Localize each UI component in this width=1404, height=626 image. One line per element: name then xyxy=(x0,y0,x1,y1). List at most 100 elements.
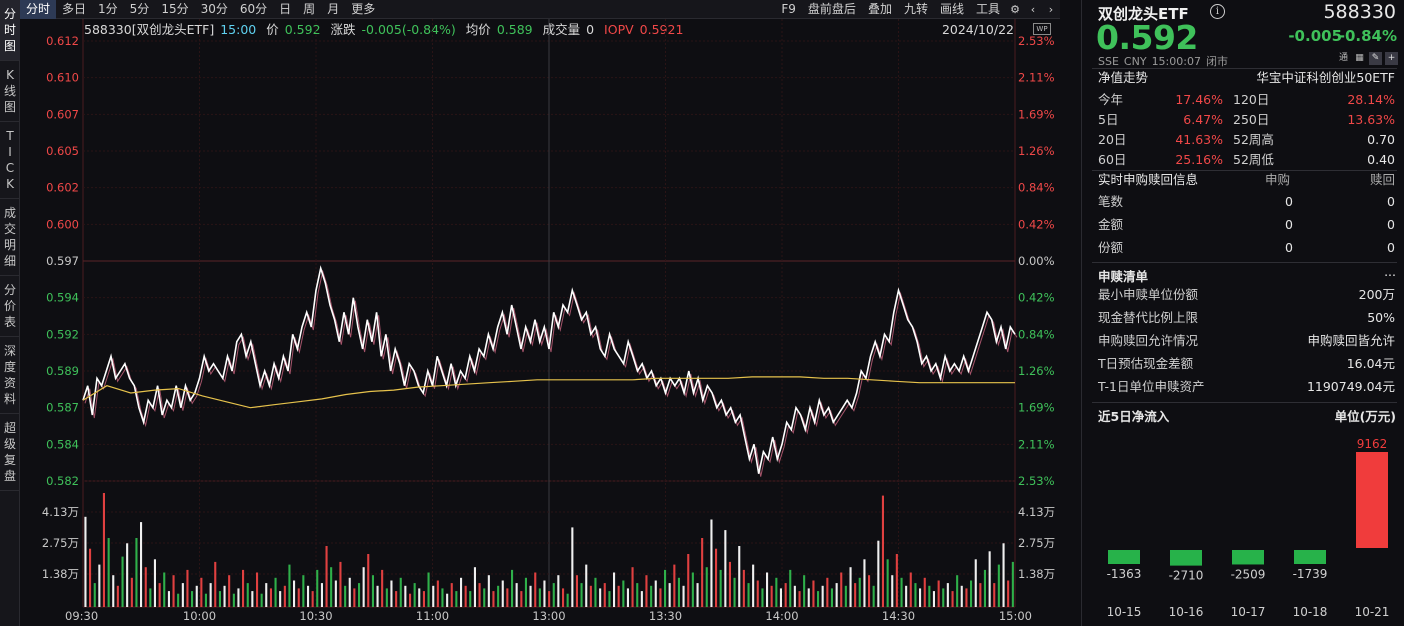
y-tick-label: 0.589 xyxy=(46,364,79,378)
volume-bar xyxy=(256,572,259,607)
toolbar-action[interactable]: F9 xyxy=(781,1,796,16)
side-tab[interactable]: 深度资料 xyxy=(0,337,20,414)
volume-bar xyxy=(209,583,212,607)
realtime-subscribe-value: 0 xyxy=(1285,217,1293,232)
volume-bar xyxy=(84,516,87,607)
realtime-row: 笔数 0 0 xyxy=(1098,192,1395,212)
toolbar-action[interactable]: 画线 xyxy=(939,1,964,16)
volume-bar xyxy=(891,575,894,607)
period-tab[interactable]: 多日 xyxy=(62,1,87,16)
toolbar-action[interactable]: 工具 xyxy=(975,1,1000,16)
realtime-title: 实时申购赎回信息 xyxy=(1098,172,1199,187)
volume-bar xyxy=(371,575,374,607)
period-tab[interactable]: 周 xyxy=(303,1,316,16)
info-icon[interactable]: i xyxy=(1210,4,1225,19)
period-tab[interactable]: 日 xyxy=(279,1,292,16)
period-tab[interactable]: 15分 xyxy=(161,1,189,16)
period-tab[interactable]: 1分 xyxy=(98,1,118,16)
y-pct-tick-label: 0.00% xyxy=(1018,254,1055,268)
volume-bar xyxy=(733,577,736,607)
add-icon[interactable]: + xyxy=(1385,52,1398,65)
side-tab[interactable]: 超级复盘 xyxy=(0,414,20,491)
toolbar-action[interactable]: 盘前盘后 xyxy=(807,1,856,16)
volume-bar xyxy=(807,588,810,607)
nav-period-label: 250日 xyxy=(1233,112,1270,127)
volume-bar xyxy=(613,572,616,607)
tong-icon[interactable]: 通 xyxy=(1338,53,1348,63)
volume-bar xyxy=(274,577,277,607)
y-tick-label: 0.594 xyxy=(46,291,79,305)
volume-bar xyxy=(302,575,305,607)
volume-bar xyxy=(960,585,963,607)
volume-bar xyxy=(747,583,750,607)
volume-bar xyxy=(608,591,611,607)
volume-bar xyxy=(538,588,541,607)
volume-bar xyxy=(668,583,671,607)
arrow-right-icon[interactable]: › xyxy=(1048,2,1054,16)
volume-bar xyxy=(854,583,857,607)
volume-bar xyxy=(1011,561,1014,607)
volume-bar xyxy=(937,580,940,607)
volume-bar xyxy=(552,583,555,607)
nav-row: 今年 17.46% 120日 28.14% xyxy=(1098,90,1395,110)
volume-bar xyxy=(362,567,365,607)
side-tab[interactable]: 成交明细 xyxy=(0,199,20,276)
volume-bar xyxy=(534,572,537,607)
volume-bar xyxy=(529,585,532,607)
volume-bar xyxy=(297,588,300,607)
realtime-col-redeem: 赎回 xyxy=(1369,172,1395,187)
volume-bar xyxy=(177,593,180,607)
volume-bar xyxy=(659,588,662,607)
redeem-list-row: T-1日单位申赎资产 1190749.04元 xyxy=(1098,377,1395,397)
volume-bar xyxy=(311,591,314,607)
wp-badge-icon[interactable]: WP xyxy=(1033,23,1051,35)
side-tab[interactable]: 分价表 xyxy=(0,276,20,337)
volume-bar xyxy=(886,559,889,607)
volume-bar xyxy=(770,585,773,607)
period-tab[interactable]: 60分 xyxy=(239,1,268,16)
settings-icon[interactable]: ⚙ xyxy=(1010,2,1020,16)
volume-bar xyxy=(543,580,546,607)
toolbar-action[interactable]: 叠加 xyxy=(867,1,892,16)
chart-icon[interactable]: ▦ xyxy=(1355,53,1364,63)
period-tab[interactable]: 分时 xyxy=(20,0,57,19)
volume-bar xyxy=(756,580,759,607)
side-tab[interactable]: 分时图 xyxy=(0,0,20,61)
volume-bar xyxy=(251,591,254,607)
volume-bar xyxy=(348,577,351,607)
volume-bar xyxy=(487,575,490,607)
volume-bar xyxy=(793,585,796,607)
volume-bar xyxy=(993,583,996,607)
volume-bar xyxy=(710,519,713,607)
volume-bar xyxy=(404,585,407,607)
redeem-list-label: T日预估现金差额 xyxy=(1098,356,1194,371)
y-pct-tick-label: 0.42% xyxy=(1018,217,1055,231)
iopv-line xyxy=(84,269,1018,477)
volume-bar xyxy=(701,538,704,607)
volume-bar xyxy=(557,575,560,607)
volume-bar xyxy=(246,583,249,607)
intraday-chart[interactable]: 0.612 2.53% 0.610 2.11% 0.607 1.69% 0.605 1.26%… xyxy=(20,19,1060,626)
flow-title: 近5日净流入 xyxy=(1098,409,1170,424)
volume-bar xyxy=(858,577,861,607)
period-tab[interactable]: 月 xyxy=(327,1,340,16)
volume-bar xyxy=(228,575,231,607)
y-pct-tick-label: 2.11% xyxy=(1018,71,1055,85)
volume-bar xyxy=(919,588,922,607)
volume-bar xyxy=(288,564,291,607)
volume-bar xyxy=(436,580,439,607)
arrow-left-icon[interactable]: ‹ xyxy=(1030,2,1036,16)
toolbar-action[interactable]: 九转 xyxy=(903,1,928,16)
volume-bar xyxy=(849,567,852,607)
more-icon[interactable]: ... xyxy=(1384,264,1396,279)
nav-period-value: 28.14% xyxy=(1347,92,1395,107)
period-tab[interactable]: 5分 xyxy=(129,1,150,16)
period-tab[interactable]: 30分 xyxy=(200,1,228,16)
volume-bar xyxy=(951,591,954,607)
inflow-date-label: 10-18 xyxy=(1293,605,1328,619)
period-tab[interactable]: 更多 xyxy=(351,1,376,16)
volume-bar xyxy=(473,567,476,607)
edit-icon[interactable]: ✎ xyxy=(1369,52,1382,65)
